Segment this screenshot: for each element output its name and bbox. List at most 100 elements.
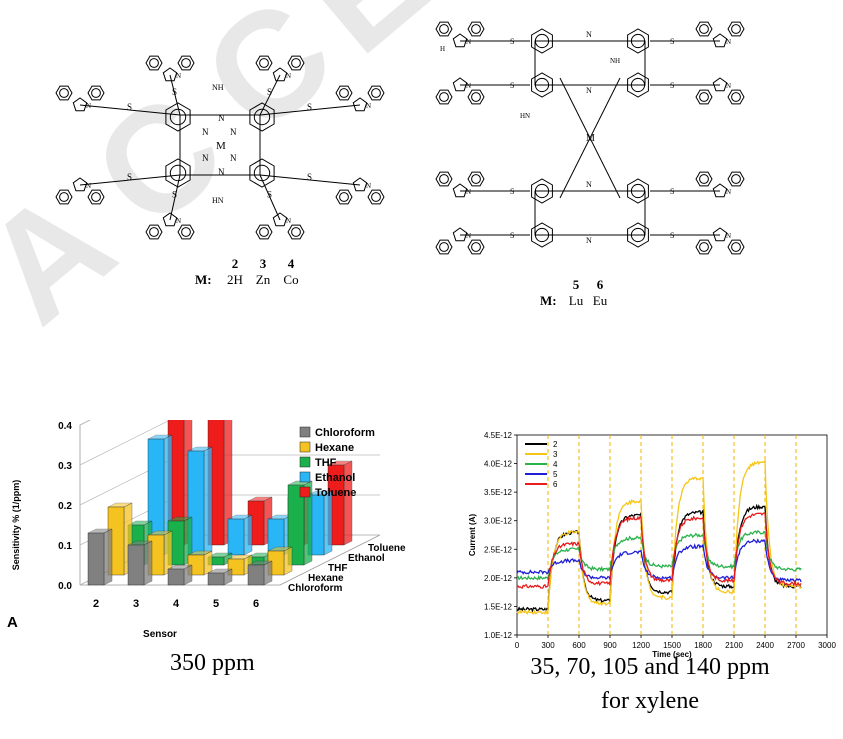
isoindole-ring xyxy=(249,102,275,132)
sulfur-label: S xyxy=(307,172,312,182)
aromatic-circle xyxy=(471,242,481,252)
thioether-bond xyxy=(79,104,181,116)
aromatic-circle xyxy=(253,108,271,126)
aromatic-circle xyxy=(731,24,741,34)
y-tick-label: 0.2 xyxy=(58,501,72,512)
depth-axis-label: THF xyxy=(328,563,347,574)
bar-side xyxy=(143,540,153,586)
bar xyxy=(167,568,185,586)
y-tick-label: 4.0E-12 xyxy=(484,460,513,469)
legend-label: 2 xyxy=(553,440,558,449)
bar xyxy=(287,484,305,566)
y-tick-label: 1.5E-12 xyxy=(484,602,513,611)
imidazole-ring xyxy=(452,183,468,198)
aromatic-circle xyxy=(439,174,449,184)
legend-label: 3 xyxy=(553,450,558,459)
bar xyxy=(207,572,225,586)
aromatic-circle xyxy=(699,24,709,34)
phenyl-ring xyxy=(467,89,485,105)
h-label: H xyxy=(440,45,445,53)
aromatic-circle xyxy=(259,58,269,68)
nh-label: NH xyxy=(610,57,620,65)
phenyl-ring xyxy=(435,89,453,105)
phenyl-ring xyxy=(727,21,745,37)
isoindole-ring xyxy=(531,72,553,98)
aromatic-circle xyxy=(534,183,550,199)
isoindole-ring xyxy=(531,222,553,248)
bar-side xyxy=(323,490,333,556)
legend-swatch xyxy=(299,441,311,453)
thioether-bond xyxy=(259,174,281,221)
aromatic-circle xyxy=(91,88,101,98)
legend-label: Chloroform xyxy=(315,427,375,439)
coordination-bond xyxy=(589,77,621,139)
aromatic-circle xyxy=(181,58,191,68)
aromatic-circle xyxy=(630,33,646,49)
atom-label: N xyxy=(466,38,471,46)
bar-side xyxy=(103,528,113,586)
atom-label: N xyxy=(202,153,209,163)
phenyl-ring xyxy=(727,239,745,255)
metal-label: Eu xyxy=(592,293,608,308)
x-axis-title: Time (sec) xyxy=(652,650,692,659)
aromatic-circle xyxy=(371,192,381,202)
y-tick-label: 0.0 xyxy=(58,581,72,592)
sulfur-label: S xyxy=(172,190,177,200)
coordination-bond xyxy=(559,77,591,139)
y-axis-title: Sensitivity % (1/ppm) xyxy=(11,480,21,571)
aromatic-circle xyxy=(471,174,481,184)
aromatic-circle xyxy=(471,24,481,34)
legend-label: THF xyxy=(315,457,337,469)
imidazole-ring xyxy=(712,33,728,48)
imidazole-ring xyxy=(712,77,728,92)
legend-label: Hexane xyxy=(315,442,354,454)
aromatic-circle xyxy=(630,77,646,93)
legend-label: 5 xyxy=(553,470,558,479)
sulfur-label: S xyxy=(510,37,514,46)
bar-side xyxy=(203,446,213,556)
series-line xyxy=(516,503,802,613)
imidazole-ring xyxy=(452,77,468,92)
phenyl-ring xyxy=(467,239,485,255)
series-line xyxy=(516,538,802,584)
metal-atom-label: M xyxy=(216,140,226,152)
atom-label: N xyxy=(586,30,592,39)
imidazole-ring xyxy=(712,183,728,198)
imidazole-ring xyxy=(272,212,288,227)
x-tick-label: 1500 xyxy=(663,641,681,650)
aromatic-circle xyxy=(291,227,301,237)
imidazole-ring xyxy=(452,227,468,242)
phenyl-ring xyxy=(435,171,453,187)
phenyl-ring xyxy=(335,189,353,205)
aromatic-circle xyxy=(699,92,709,102)
bar xyxy=(87,532,105,586)
aromatic-circle xyxy=(339,88,349,98)
macrocycle-deck xyxy=(534,40,646,86)
legend-label: 4 xyxy=(553,460,558,469)
legend-swatch xyxy=(299,426,311,438)
atom-label: N xyxy=(726,188,731,196)
phenyl-ring xyxy=(695,171,713,187)
x-tick-label: 1200 xyxy=(632,641,650,650)
sulfur-label: S xyxy=(307,102,312,112)
caption-line: for xylene xyxy=(601,688,699,714)
x-tick-label: 3000 xyxy=(818,641,836,650)
aromatic-circle xyxy=(169,108,187,126)
thioether-bond xyxy=(79,174,181,186)
x-tick-label: 5 xyxy=(213,598,219,610)
phenyl-ring xyxy=(55,189,73,205)
nh-label: NH xyxy=(212,83,224,92)
atom-label: N xyxy=(218,167,225,177)
isoindole-ring xyxy=(165,158,191,188)
compound-number: 6 xyxy=(596,277,604,292)
aromatic-circle xyxy=(59,192,69,202)
x-tick-label: 300 xyxy=(541,641,555,650)
aromatic-circle xyxy=(149,58,159,68)
aromatic-circle xyxy=(731,242,741,252)
caption-line: 35, 70, 105 and 140 ppm xyxy=(530,654,770,680)
aromatic-circle xyxy=(339,192,349,202)
legend-swatch xyxy=(299,456,311,468)
aromatic-circle xyxy=(181,227,191,237)
current-time-line-chart: 1.0E-12 1.5E-12 2.0E-12 2.5E-12 3.0E-12 3.5E-… xyxy=(468,431,836,659)
